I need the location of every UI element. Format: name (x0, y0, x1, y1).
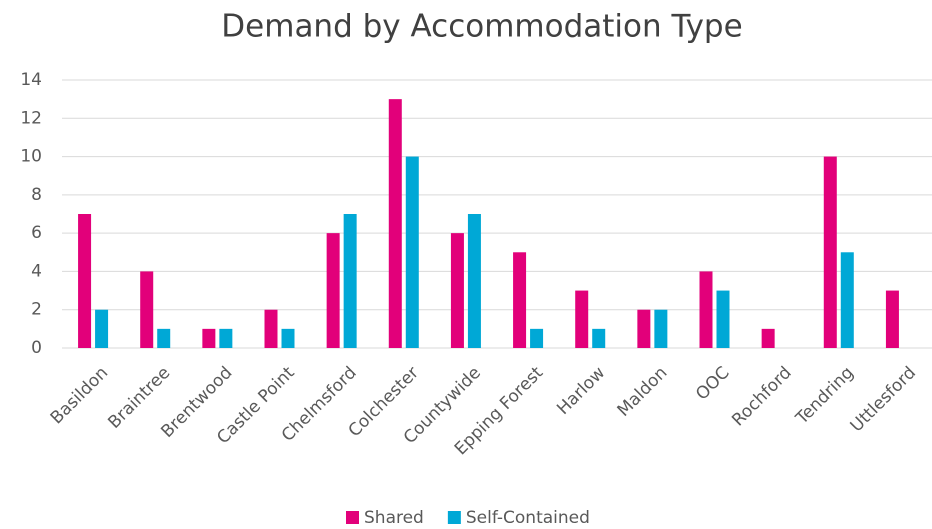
bar (575, 290, 589, 348)
bar (716, 290, 730, 348)
y-tick-label: 12 (20, 108, 42, 128)
y-tick-label: 2 (31, 300, 42, 320)
bar (219, 328, 233, 348)
bar (699, 271, 713, 348)
chart-title: Demand by Accommodation Type (221, 9, 742, 45)
x-tick-label: Tendring (792, 363, 858, 429)
bar (326, 233, 340, 348)
bar (840, 252, 854, 348)
x-tick-label: Rochford (728, 363, 795, 430)
bar (530, 328, 544, 348)
x-tick-label: Maldon (614, 363, 672, 421)
bar (885, 290, 899, 348)
legend-swatch (447, 511, 461, 524)
x-tick-label: OOC (692, 363, 733, 404)
bar (202, 328, 216, 348)
bar (592, 328, 606, 348)
x-tick-label: Basildon (47, 363, 112, 428)
x-tick-label: Harlow (553, 363, 609, 419)
legend-label: Self-Contained (466, 508, 590, 528)
bar (95, 309, 109, 348)
legend-swatch (346, 511, 359, 524)
bar (264, 309, 278, 348)
y-tick-label: 10 (20, 147, 42, 167)
bar (281, 328, 295, 348)
bar (343, 214, 357, 348)
y-tick-label: 4 (31, 261, 42, 281)
x-tick-label: Uttlesford (847, 363, 920, 436)
y-tick-label: 14 (20, 70, 42, 90)
bar (140, 271, 154, 348)
y-tick-label: 6 (31, 223, 42, 243)
y-tick-label: 0 (31, 338, 42, 358)
bar (467, 214, 481, 348)
bar (157, 328, 171, 348)
bar (513, 252, 527, 348)
bar (654, 309, 668, 348)
bar (388, 99, 402, 349)
legend-label: Shared (364, 508, 424, 528)
bar (761, 328, 775, 348)
bar (823, 156, 837, 348)
bar (450, 233, 464, 348)
bar (78, 214, 92, 348)
bar (405, 156, 419, 348)
bar (637, 309, 651, 348)
y-tick-label: 8 (31, 185, 42, 205)
